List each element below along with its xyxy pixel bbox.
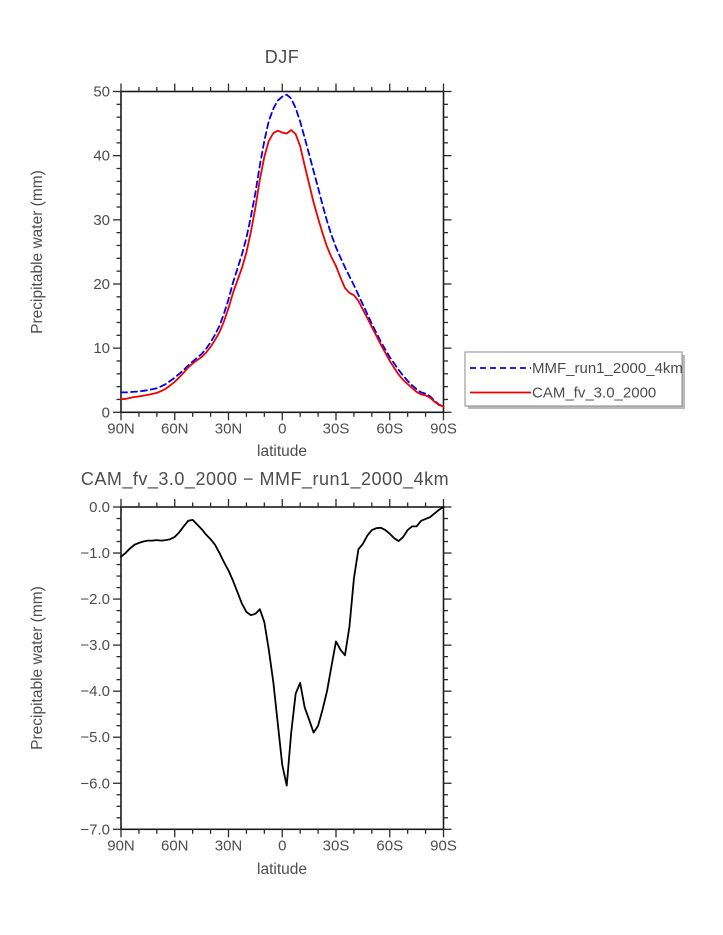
y-tick-label: −3.0 [80, 637, 110, 654]
cam-fv-3-0-2000-curve [120, 129, 445, 408]
djf-panel-title: DJF [265, 47, 300, 67]
y-tick-label: −1.0 [80, 545, 110, 562]
x-tick-label: 90S [430, 420, 457, 437]
djf-panel: DJF 90N 60N 30N 0 30S 60S 90S 0 10 20 30 40 50 latit… [29, 47, 685, 460]
x-tick-label: 90N [107, 837, 135, 854]
y-tick-label: 40 [93, 148, 110, 165]
djf-yaxis-title: Precipitable water (mm) [29, 170, 46, 334]
y-tick-label: −2.0 [80, 591, 110, 608]
legend: MMF_run1_2000_4km CAM_fv_3.0_2000 [464, 351, 685, 409]
x-tick-label: 30N [215, 420, 243, 437]
x-tick-label: 60S [376, 420, 403, 437]
djf-axes: 90N 60N 30N 0 30S 60S 90S 0 10 20 30 40 50 [93, 83, 457, 437]
difference-axes: 90N 60N 30N 0 30S 60S 90S 0.0 −1.0 −2.0 −3.0 −4.0 −5… [80, 499, 457, 854]
mmf-run1-2000-4km-curve [120, 93, 445, 408]
plot-frame [120, 506, 445, 831]
x-tick-label: 60N [161, 837, 189, 854]
y-tick-label: 50 [93, 84, 110, 101]
legend-box [464, 351, 683, 407]
difference-xaxis-title: latitude [257, 861, 307, 878]
y-tick-label: −6.0 [80, 775, 110, 792]
legend-label-mmf: MMF_run1_2000_4km [532, 360, 683, 377]
x-tick-label: 30N [215, 837, 243, 854]
y-tick-label: −4.0 [80, 683, 110, 700]
x-tick-label: 90N [107, 420, 135, 437]
y-tick-label: 0.0 [89, 499, 110, 516]
djf-curves [120, 93, 445, 408]
x-tick-label: 60N [161, 420, 189, 437]
y-tick-label: −5.0 [80, 729, 110, 746]
x-tick-label: 30S [323, 837, 350, 854]
y-tick-label: 30 [93, 212, 110, 229]
x-tick-label: 90S [430, 837, 457, 854]
y-tick-label: 0 [102, 404, 110, 421]
difference-panel: CAM_fv_3.0_2000 − MMF_run1_2000_4km 90N 6… [29, 469, 457, 878]
x-tick-label: 0 [278, 420, 286, 437]
legend-label-cam: CAM_fv_3.0_2000 [532, 385, 656, 402]
x-tick-label: 0 [278, 837, 286, 854]
difference-panel-title: CAM_fv_3.0_2000 − MMF_run1_2000_4km [81, 469, 449, 490]
djf-xaxis-title: latitude [257, 443, 307, 460]
x-tick-label: 60S [376, 837, 403, 854]
x-tick-label: 30S [323, 420, 350, 437]
difference-curves [120, 506, 445, 787]
y-tick-label: 10 [93, 340, 110, 357]
difference-curve [120, 506, 445, 787]
difference-yaxis-title: Precipitable water (mm) [29, 586, 46, 750]
y-tick-label: −7.0 [80, 821, 110, 838]
y-tick-label: 20 [93, 276, 110, 293]
